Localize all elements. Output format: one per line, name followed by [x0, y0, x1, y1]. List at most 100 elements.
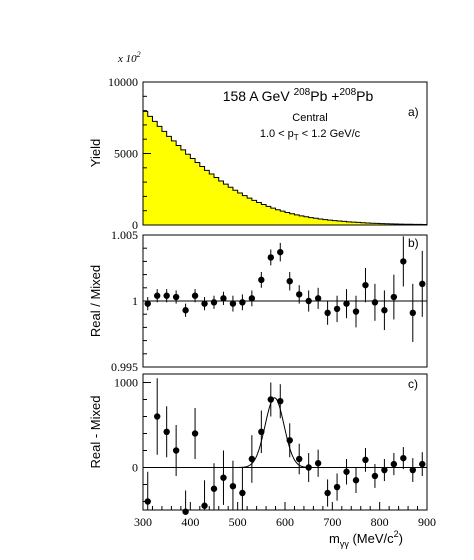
y-axis-label-yield: Yield: [88, 139, 103, 167]
data-point: [371, 472, 379, 480]
data-point: [154, 292, 161, 299]
data-point: [191, 292, 199, 299]
data-point: [258, 276, 265, 284]
data-point: [305, 464, 312, 471]
y-tick-label: 1: [132, 294, 138, 308]
histogram-bar: [327, 220, 333, 225]
histogram-bar: [261, 204, 267, 225]
data-point: [182, 508, 189, 515]
histogram-bar: [280, 211, 286, 225]
histogram-bar: [157, 126, 163, 225]
histogram-bar: [256, 202, 262, 225]
data-point: [390, 293, 398, 301]
histogram-bar: [351, 222, 357, 225]
data-point: [419, 460, 426, 468]
data-point: [210, 299, 218, 306]
data-point: [239, 489, 246, 497]
data-point: [305, 297, 312, 305]
x-tick-label: 900: [418, 515, 436, 529]
histogram-bar: [365, 222, 371, 225]
x-axis-label: mγγ (MeV/c2): [329, 529, 403, 549]
histogram-bar: [318, 218, 324, 225]
data-point: [362, 456, 369, 464]
y-tick-label: 0.995: [111, 360, 138, 374]
data-point: [277, 248, 284, 256]
data-point: [144, 498, 151, 505]
data-point: [201, 502, 208, 509]
histogram-bar: [223, 184, 229, 225]
histogram-bar: [299, 215, 305, 225]
y-axis-label-difference: Real - Mixed: [88, 396, 103, 469]
panel-c-y-ticks: 1000 0: [114, 376, 151, 502]
data-point: [400, 454, 407, 462]
histogram-bar: [337, 220, 343, 225]
panel-c-points: [144, 378, 426, 515]
histogram-bar: [294, 214, 300, 225]
histogram-bar: [195, 162, 201, 225]
data-point: [409, 466, 416, 474]
panel-b-ratio: 1.005 1 0.995 Real / Mixed b): [88, 228, 428, 374]
histogram-bar: [190, 158, 196, 225]
histogram-bar: [232, 190, 238, 225]
histogram-bar: [356, 222, 362, 225]
panel-c-label: c): [408, 377, 418, 391]
x-tick-label: 800: [371, 515, 389, 529]
histogram-bar: [185, 154, 191, 225]
histogram-bar: [251, 200, 257, 225]
data-point: [286, 437, 293, 444]
data-point: [333, 305, 341, 313]
data-point: [362, 281, 369, 289]
data-point: [220, 295, 227, 302]
histogram-bar: [147, 116, 153, 225]
histogram-bar: [237, 192, 243, 225]
data-point: [390, 460, 398, 468]
histogram-bar: [214, 177, 220, 225]
histogram-bar: [360, 222, 366, 225]
histogram-bar: [313, 218, 319, 225]
data-point: [277, 398, 284, 405]
y-tick-label: 1.005: [111, 228, 138, 242]
histogram-bar: [303, 216, 309, 225]
histogram-bar: [275, 209, 281, 225]
histogram-bar: [180, 149, 186, 225]
histogram-bar: [379, 223, 385, 225]
data-point: [191, 430, 199, 437]
histogram-bar: [199, 166, 205, 225]
histogram-bar: [161, 131, 167, 225]
histogram-bar: [332, 220, 338, 225]
histogram-bar: [384, 223, 390, 225]
x-tick-label: 300: [134, 515, 152, 529]
histogram-bar: [204, 170, 210, 225]
data-point: [154, 413, 161, 420]
data-point: [163, 292, 170, 299]
gaussian-fit-curve: [237, 397, 314, 468]
histogram-bar: [228, 187, 234, 225]
histogram-bar: [341, 221, 347, 225]
histogram-bar: [218, 180, 224, 225]
histogram-bars: [142, 110, 428, 225]
data-point: [352, 477, 360, 484]
y-tick-label: 5000: [114, 147, 138, 161]
data-point: [381, 466, 388, 474]
scale-note: x 102: [117, 50, 141, 65]
y-axis-label-ratio: Real / Mixed: [88, 265, 103, 337]
panel-a-y-ticks: 10000 5000 0: [108, 75, 151, 232]
data-point: [172, 293, 180, 301]
histogram-bar: [346, 221, 352, 225]
data-point: [371, 299, 379, 306]
data-point: [163, 428, 170, 435]
histogram-bar: [152, 121, 158, 225]
data-point: [381, 307, 388, 314]
data-point: [258, 428, 265, 435]
panel-a-yield: 10000 5000 0 x 102 Yield 158 A GeV 208Pb +…: [88, 50, 428, 232]
data-point: [296, 291, 303, 298]
y-tick-label: 0: [132, 218, 138, 232]
histogram-bar: [166, 136, 172, 225]
y-tick-label: 0: [132, 461, 138, 475]
panel-c-difference: 1000 0 300 400 500 600 700 800 900 Real - Mixed…: [88, 373, 436, 549]
histogram-bar: [247, 198, 253, 225]
data-point: [333, 483, 341, 491]
data-point: [182, 307, 189, 314]
selection-label: 1.0 < pT < 1.2 GeV/c: [260, 128, 361, 142]
